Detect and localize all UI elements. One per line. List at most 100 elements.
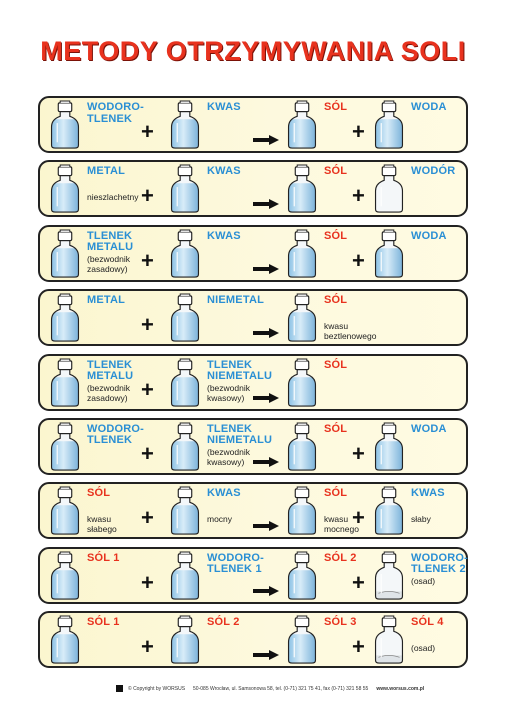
bottle-icon [287, 422, 317, 471]
compound-label: SÓL 1 [87, 616, 120, 629]
reaction-arrow-icon [253, 392, 279, 403]
footer-website: www.worsus.com.pl [376, 685, 425, 692]
compound-label: SÓL 4 [411, 616, 444, 629]
reaction-arrow-icon [253, 650, 279, 661]
plus-sign: + [141, 376, 154, 402]
reaction-row: TLENEK METALU (bezwodnik zasadowy) KWAS S… [38, 224, 468, 282]
bottle-icon [50, 615, 80, 664]
compound-label: TLENEK METALU [87, 229, 134, 254]
bottle-icon [287, 164, 317, 214]
bottle-icon [170, 422, 200, 471]
bottle-icon [50, 100, 80, 149]
bottle-icon [287, 486, 317, 535]
reaction-arrow-icon [253, 456, 279, 467]
compound-label: WODA [411, 422, 447, 435]
bottle-icon [170, 229, 200, 278]
compound-note: (bezwodnik kwasowy) [207, 382, 250, 403]
plus-sign: + [141, 247, 154, 273]
reaction-row: TLENEK METALU (bezwodnik zasadowy) TLENEK… [38, 353, 468, 411]
bottle-icon [374, 615, 404, 664]
compound-label: KWAS [207, 487, 241, 500]
plus-sign: + [141, 312, 154, 338]
plus-sign: + [141, 505, 154, 531]
compound-label: SÓL 1 [87, 551, 120, 564]
compound-label: KWAS [207, 165, 241, 178]
bottle-icon [374, 486, 404, 535]
bottle-icon [287, 358, 317, 407]
bottle-icon [287, 293, 317, 342]
reaction-row: WODORO- TLENEK TLENEK NIEMETALU (bezwodni… [38, 417, 468, 475]
plus-sign: + [352, 119, 365, 144]
compound-note: (bezwodnik zasadowy) [87, 253, 130, 274]
plus-sign: + [352, 569, 365, 595]
compound-label: KWAS [411, 487, 445, 500]
bottle-icon [50, 229, 80, 278]
compound-note: kwasu mocnego [324, 514, 359, 535]
bottle-icon [374, 100, 404, 149]
compound-label: KWAS [207, 229, 241, 242]
compound-note: (bezwodnik kwasowy) [207, 446, 250, 467]
bottle-icon [170, 551, 200, 600]
plus-sign: + [352, 247, 365, 273]
compound-label: WODORO- TLENEK 2 [411, 551, 469, 576]
publisher-logo-icon [116, 685, 123, 692]
compound-label: SÓL [324, 101, 348, 113]
compound-label: NIEMETAL [207, 294, 265, 307]
compound-note: mocny [207, 514, 233, 525]
reaction-arrow-icon [253, 263, 279, 274]
bottle-icon [50, 358, 80, 407]
compound-note: kwasu słabego [87, 514, 117, 535]
bottle-icon [170, 164, 200, 214]
compound-label: SÓL [324, 422, 348, 435]
reaction-arrow-icon [253, 328, 279, 339]
reaction-arrow-icon [253, 135, 279, 145]
bottle-icon [374, 164, 404, 214]
compound-label: METAL [87, 165, 126, 178]
plus-sign: + [141, 569, 154, 595]
compound-label: SÓL [324, 294, 348, 307]
compound-label: WODORO- TLENEK 1 [207, 551, 265, 576]
plus-sign: + [352, 440, 365, 466]
compound-label: WODÓR [411, 165, 456, 178]
bottle-icon [287, 229, 317, 278]
compound-label: TLENEK METALU [87, 358, 134, 383]
compound-label: WODORO- TLENEK [87, 101, 145, 125]
bottle-icon [374, 229, 404, 278]
reaction-row: METAL NIEMETAL SÓL kwasu beztlenowego + [38, 289, 468, 347]
footer: © Copyright by WORSUS 50-085 Wrocław, ul.… [116, 685, 432, 692]
bottle-icon [170, 615, 200, 664]
compound-note: słaby [411, 514, 431, 525]
compound-label: SÓL 2 [324, 551, 357, 564]
reaction-arrow-icon [253, 521, 279, 532]
compound-note: (osad) [411, 575, 436, 586]
bottle-icon [170, 486, 200, 535]
reaction-list: WODORO- TLENEK KWAS SÓL [38, 96, 469, 669]
plus-sign: + [352, 505, 365, 531]
compound-note: (osad) [411, 643, 436, 654]
compound-label: WODORO- TLENEK [87, 422, 145, 447]
compound-label: KWAS [207, 101, 241, 113]
bottle-icon [50, 293, 80, 342]
bottle-icon [170, 358, 200, 407]
page-title: METODY OTRZYMYWANIA SOLI [40, 36, 466, 66]
plus-sign: + [141, 634, 154, 660]
reaction-row: WODORO- TLENEK KWAS SÓL [38, 96, 468, 153]
compound-note: (bezwodnik zasadowy) [87, 382, 130, 403]
compound-label: SÓL 3 [324, 616, 357, 629]
bottle-icon [287, 615, 317, 664]
bottle-icon [50, 164, 80, 214]
bottle-icon [287, 100, 317, 149]
compound-label: SÓL [324, 229, 348, 242]
compound-label: SÓL 2 [207, 616, 240, 629]
footer-address: 50-085 Wrocław, ul. Samsonowa 58, tel. (… [193, 685, 369, 692]
bottle-icon [50, 551, 80, 600]
reaction-row: METAL nieszlachetny KWAS SÓL [38, 160, 468, 218]
compound-note: kwasu beztlenowego [324, 321, 377, 342]
reaction-row: SÓL kwasu słabego KWAS mocny SÓL kwasu mocn… [38, 482, 468, 540]
compound-label: TLENEK NIEMETALU [207, 358, 273, 383]
reaction-arrow-icon [253, 585, 279, 596]
compound-label: WODA [411, 229, 447, 242]
plus-sign: + [141, 119, 154, 144]
footer-copyright: © Copyright by WORSUS [128, 685, 186, 692]
reaction-row: SÓL 1 WODORO- TLENEK 1 SÓL 2 [38, 546, 469, 604]
